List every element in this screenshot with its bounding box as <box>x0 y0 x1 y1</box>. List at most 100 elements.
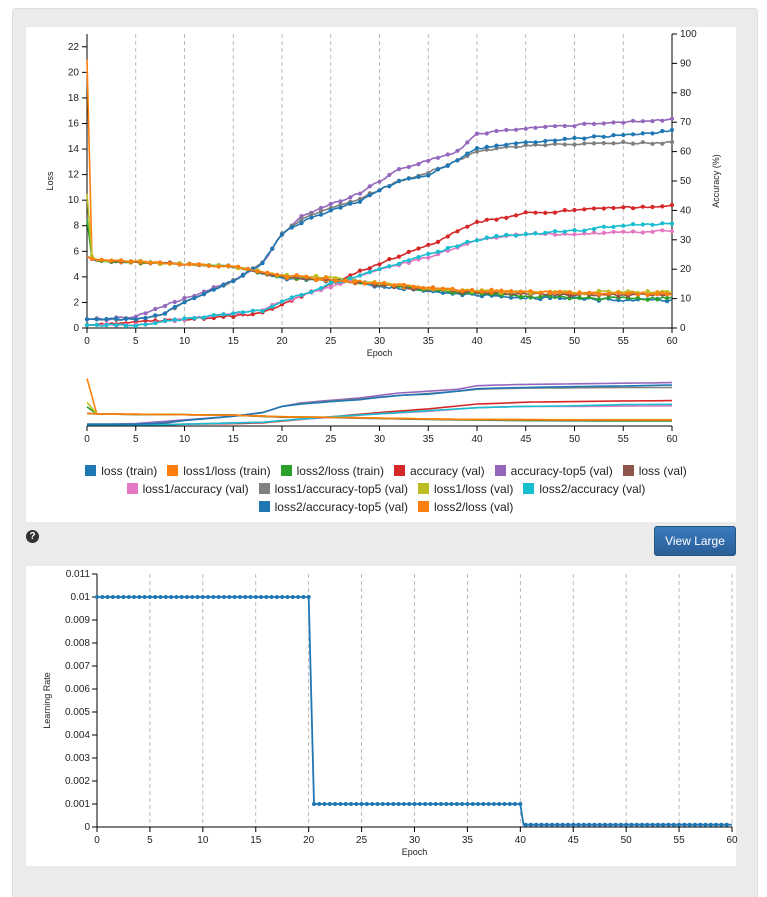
data-point <box>328 201 333 206</box>
series-10 <box>84 127 675 322</box>
series-9 <box>84 221 675 329</box>
data-point <box>426 255 431 260</box>
data-point <box>591 226 597 232</box>
data-point <box>328 208 333 213</box>
data-point <box>226 264 231 268</box>
x-tick-label: 0 <box>94 835 100 846</box>
data-point <box>611 224 616 229</box>
data-point <box>359 802 364 806</box>
data-point <box>465 802 470 806</box>
data-point <box>682 822 687 827</box>
data-point <box>660 128 665 134</box>
data-point <box>132 595 136 599</box>
data-point <box>285 595 290 599</box>
legend-item[interactable]: loss2/accuracy (val) <box>523 480 645 498</box>
x-tick-label: 10 <box>197 835 209 846</box>
legend-item[interactable]: loss1/loss (train) <box>167 462 271 480</box>
legend-item[interactable]: accuracy (val) <box>393 462 485 480</box>
data-point <box>444 802 449 806</box>
data-point <box>104 316 109 322</box>
data-point <box>153 321 158 326</box>
data-point <box>552 229 558 234</box>
data-point <box>618 822 623 827</box>
data-point <box>250 312 255 317</box>
data-point <box>572 228 577 233</box>
data-point <box>465 140 470 145</box>
data-point <box>552 232 558 237</box>
data-point <box>296 595 301 599</box>
legend-swatch <box>258 483 270 494</box>
data-point <box>289 295 294 300</box>
data-point <box>231 314 236 319</box>
data-point <box>455 229 460 234</box>
data-point <box>314 277 319 282</box>
data-point <box>486 802 491 806</box>
x-tick-label: 60 <box>666 336 678 347</box>
data-point <box>494 143 499 148</box>
data-point <box>596 288 601 293</box>
data-point <box>660 221 665 226</box>
data-point <box>375 802 380 806</box>
lr-y-axis: 0 0.001 0.002 0.003 0.004 0.005 0.006 0.007 0.00… <box>42 569 98 833</box>
data-point <box>640 822 644 827</box>
data-point <box>560 822 565 827</box>
y-tick-label: 6 <box>73 246 79 257</box>
y2-tick-label: 30 <box>680 235 692 246</box>
data-point <box>655 297 660 302</box>
data-point <box>645 289 650 294</box>
overview-chart: 0 5 10 15 20 25 30 35 40 45 50 55 60 <box>84 378 678 445</box>
data-point <box>284 275 289 280</box>
overview-x-tick-label: 40 <box>471 434 483 445</box>
data-point <box>426 242 431 247</box>
overview-x-tick-label: 20 <box>276 434 288 445</box>
legend-item[interactable]: loss1/accuracy (val) <box>126 480 249 498</box>
data-point <box>518 289 523 294</box>
data-point <box>591 141 597 146</box>
data-point <box>190 595 195 599</box>
data-point <box>147 595 152 599</box>
data-point <box>513 802 517 806</box>
data-point <box>494 233 499 239</box>
y-tick-label: 0 <box>73 323 79 334</box>
data-point <box>513 141 519 146</box>
data-point <box>449 802 454 806</box>
data-point <box>279 232 285 237</box>
view-large-button[interactable]: View Large <box>654 526 736 556</box>
data-point <box>665 292 670 297</box>
overview-x-tick-label: 10 <box>179 434 191 445</box>
data-point <box>206 263 211 268</box>
data-point <box>440 290 445 295</box>
data-point <box>621 139 626 145</box>
data-point <box>484 217 489 222</box>
x-axis-label: Epoch <box>367 348 393 358</box>
legend-label: accuracy (val) <box>409 464 485 478</box>
y-tick-label: 0.008 <box>65 638 90 649</box>
data-point <box>543 138 548 144</box>
data-point <box>562 123 567 129</box>
data-point <box>494 128 499 134</box>
legend-item[interactable]: loss1/accuracy-top5 (val) <box>258 480 408 498</box>
data-point <box>338 202 343 207</box>
question-circle-icon[interactable]: ? <box>26 530 39 543</box>
data-point <box>470 288 475 292</box>
data-point <box>499 289 504 294</box>
data-point <box>357 199 363 204</box>
data-point <box>655 292 660 297</box>
data-point <box>318 205 324 211</box>
data-point <box>687 822 692 827</box>
legend-item[interactable]: loss2/accuracy-top5 (val) <box>258 498 408 516</box>
data-point <box>435 155 441 160</box>
legend-item[interactable]: loss (val) <box>622 462 687 480</box>
legend-item[interactable]: accuracy-top5 (val) <box>494 462 613 480</box>
data-point <box>630 222 636 227</box>
data-point <box>566 822 570 827</box>
legend-item[interactable]: loss (train) <box>85 462 157 480</box>
data-point <box>669 221 675 226</box>
legend-item[interactable]: loss2/loss (val) <box>418 498 513 516</box>
legend-item[interactable]: loss2/loss (train) <box>280 462 384 480</box>
data-point <box>635 295 640 300</box>
data-point <box>616 294 621 299</box>
data-point <box>377 267 382 272</box>
data-point <box>518 802 523 806</box>
legend-item[interactable]: loss1/loss (val) <box>418 480 513 498</box>
